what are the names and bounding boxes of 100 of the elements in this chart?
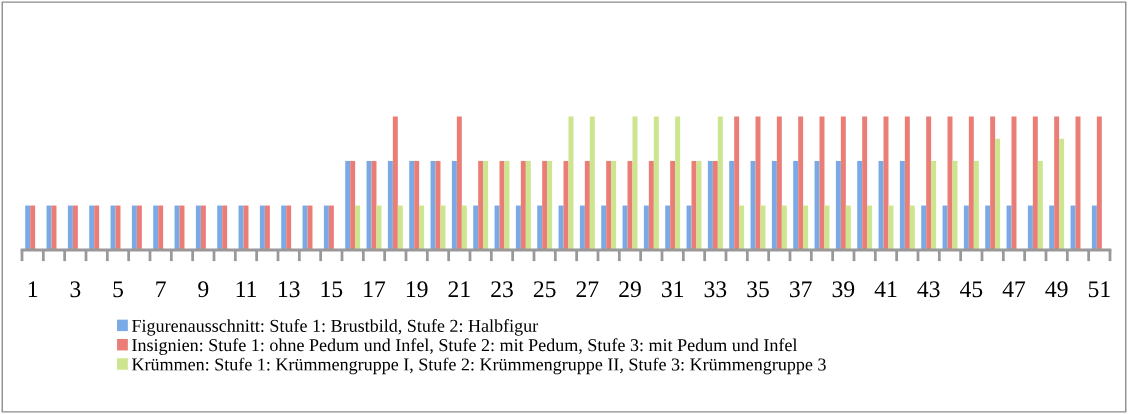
bar xyxy=(110,205,116,250)
x-tick-label: 27 xyxy=(576,281,599,297)
x-tick-label: 43 xyxy=(917,281,940,298)
bar xyxy=(963,205,969,250)
bar xyxy=(909,205,915,250)
bar xyxy=(25,205,31,250)
bar xyxy=(835,160,841,250)
bar xyxy=(525,160,531,250)
bar xyxy=(542,160,548,250)
bar xyxy=(814,160,820,250)
bar xyxy=(94,205,100,250)
bar xyxy=(686,205,692,250)
bar xyxy=(259,205,265,250)
bar xyxy=(793,160,799,250)
bar xyxy=(440,205,446,250)
bar xyxy=(707,160,713,250)
bar xyxy=(760,205,766,250)
bar xyxy=(589,116,595,250)
x-tick-label: 15 xyxy=(321,281,343,298)
bar xyxy=(803,205,809,250)
x-tick-label: 21 xyxy=(448,281,470,297)
bar xyxy=(653,116,659,250)
x-tick-label: 9 xyxy=(198,281,209,298)
bar xyxy=(328,205,334,250)
bar xyxy=(387,160,393,250)
bar xyxy=(985,205,991,250)
bar xyxy=(30,205,36,250)
bar xyxy=(601,205,607,250)
bar xyxy=(222,205,228,250)
bar xyxy=(1096,116,1102,250)
x-tick-label: 41 xyxy=(874,281,897,297)
bar xyxy=(89,205,95,250)
bar xyxy=(867,205,873,250)
x-tick-label: 33 xyxy=(704,281,727,298)
bar xyxy=(1027,205,1033,250)
bar xyxy=(286,205,292,250)
bar xyxy=(264,205,270,250)
bar xyxy=(131,205,137,250)
bar xyxy=(504,160,510,250)
bar xyxy=(350,160,356,250)
bar xyxy=(579,205,585,250)
bar xyxy=(46,205,52,250)
bar xyxy=(558,205,564,250)
x-tick-label: 45 xyxy=(959,281,983,298)
bar xyxy=(952,160,958,250)
bar xyxy=(537,205,543,250)
bar xyxy=(1006,205,1012,250)
x-tick-label: 39 xyxy=(832,281,855,298)
bar xyxy=(302,205,308,250)
bar xyxy=(921,205,927,250)
bar xyxy=(1049,205,1055,250)
x-tick-label: 25 xyxy=(533,281,556,298)
bar xyxy=(1037,160,1043,250)
bar xyxy=(1032,116,1038,250)
bar xyxy=(584,160,590,250)
bar xyxy=(345,160,351,250)
bar xyxy=(776,116,782,250)
bar xyxy=(734,116,740,250)
bar xyxy=(409,160,415,250)
bar xyxy=(606,160,612,250)
x-tick-label: 29 xyxy=(619,281,641,298)
bar xyxy=(520,160,526,250)
bar xyxy=(397,205,403,250)
bar xyxy=(862,116,868,250)
bar xyxy=(1054,116,1060,250)
bar xyxy=(1070,205,1076,250)
bar xyxy=(238,205,244,250)
bar xyxy=(857,160,863,250)
x-tick-label: 35 xyxy=(747,281,769,298)
bar xyxy=(494,205,500,250)
legend-label: Krümmen: Stufe 1: Krümmengruppe I, Stufe 2: Krümmengruppe II, Stufe 3: Krümmengruppe 3 xyxy=(131,357,826,375)
bar xyxy=(675,116,681,250)
bar xyxy=(1091,205,1097,250)
bar xyxy=(973,160,979,250)
x-tick-label: 31 xyxy=(661,281,684,298)
bar xyxy=(717,116,723,250)
bar xyxy=(840,116,846,250)
bar xyxy=(451,160,457,250)
bar xyxy=(771,160,777,250)
bar xyxy=(419,205,425,250)
bar xyxy=(174,205,180,250)
bar xyxy=(136,205,142,250)
bar xyxy=(781,205,787,250)
bar xyxy=(355,205,361,250)
x-tick-label: 51 xyxy=(1088,281,1110,298)
bar xyxy=(899,160,905,250)
bar xyxy=(824,205,830,250)
bar xyxy=(665,205,671,250)
bar xyxy=(414,160,420,250)
bar xyxy=(990,116,996,250)
bar xyxy=(904,116,910,250)
x-tick-label: 49 xyxy=(1045,281,1068,298)
bar xyxy=(217,205,223,250)
bar xyxy=(430,160,436,250)
bar xyxy=(158,205,164,250)
bar xyxy=(798,116,804,250)
bar xyxy=(568,116,574,250)
bar xyxy=(931,160,937,250)
bar xyxy=(515,205,521,250)
x-tick-label: 23 xyxy=(491,281,513,298)
